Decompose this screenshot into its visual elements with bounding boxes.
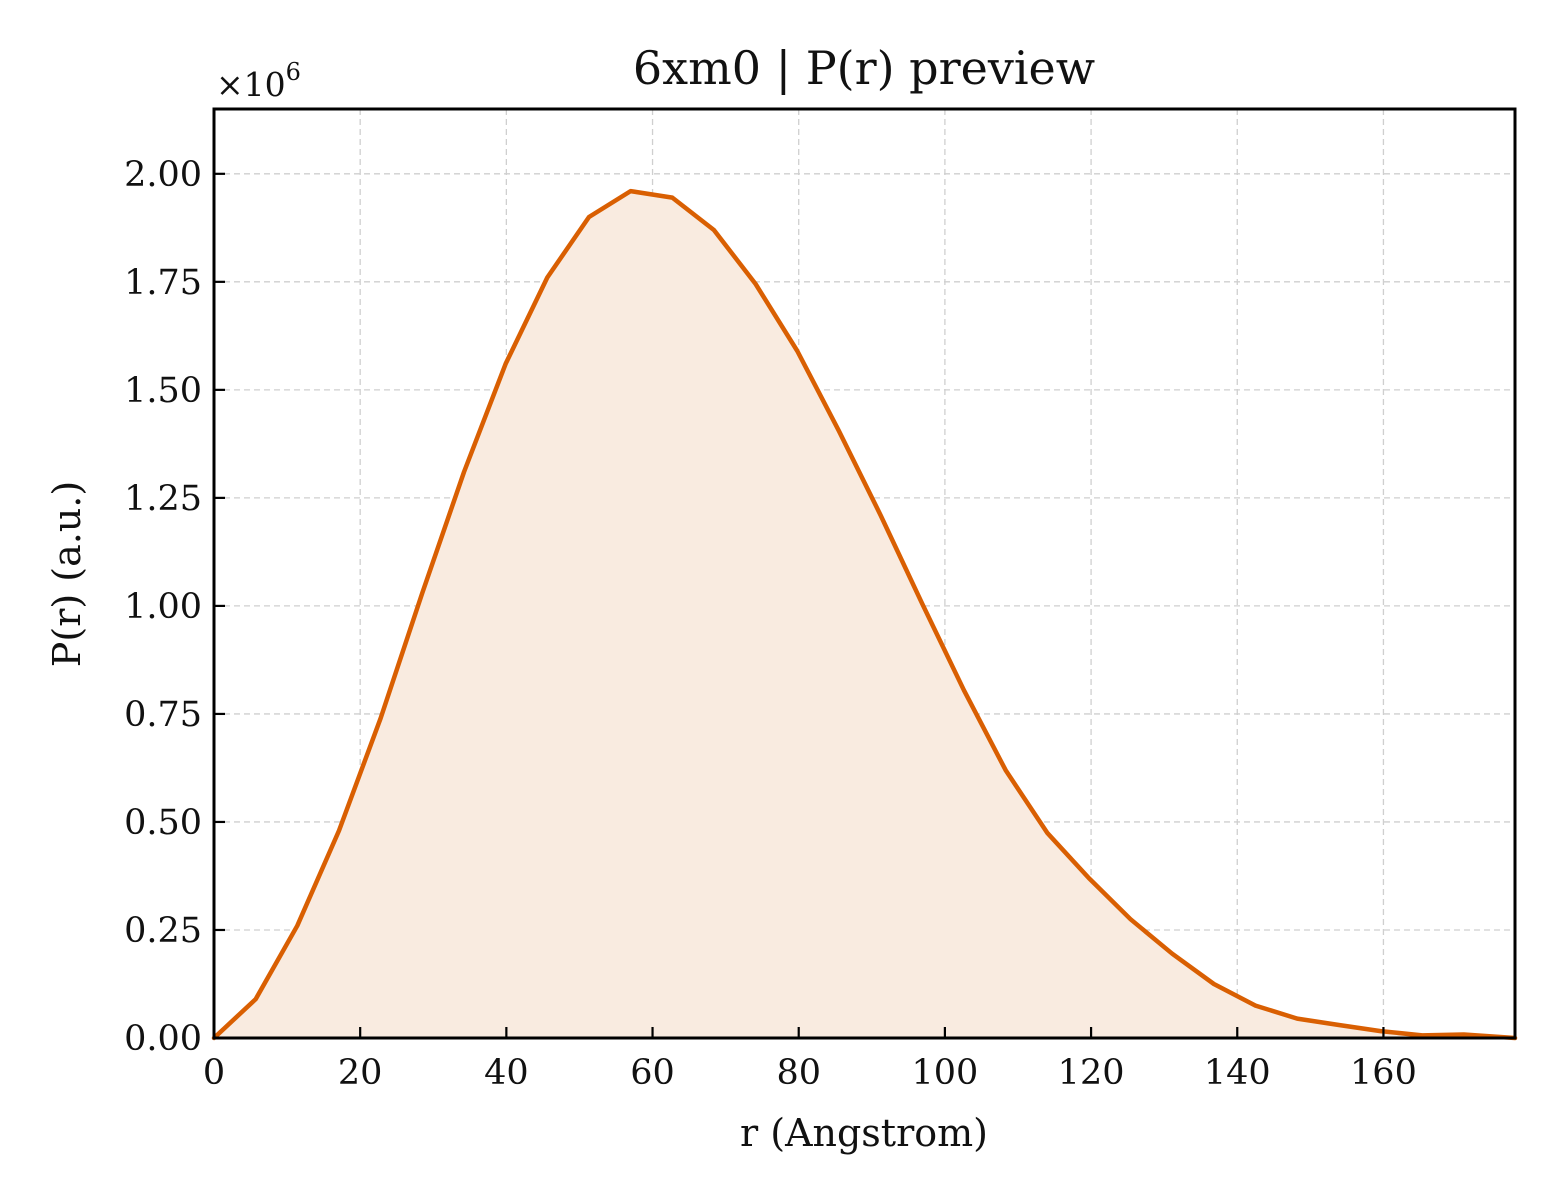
x-tick-label: 100 — [911, 1053, 978, 1093]
y-tick-label: 1.75 — [124, 263, 202, 303]
y-tick-label: 1.00 — [124, 587, 202, 627]
pr-area-fill — [214, 191, 1515, 1039]
x-tick-label: 20 — [338, 1053, 383, 1093]
y-tick-label: 1.25 — [124, 479, 202, 519]
y-axis-label: P(r) (a.u.) — [45, 481, 89, 667]
x-tick-label: 0 — [203, 1053, 225, 1093]
y-tick-label: 0.00 — [124, 1019, 202, 1059]
x-tick-label: 160 — [1350, 1053, 1417, 1093]
x-tick-label: 120 — [1058, 1053, 1125, 1093]
x-axis-label: r (Angstrom) — [740, 1111, 988, 1155]
y-multiplier-base: ×10 — [216, 65, 286, 104]
y-tick-label: 1.50 — [124, 371, 202, 411]
x-tick-label: 60 — [630, 1053, 675, 1093]
y-tick-label: 0.50 — [124, 803, 202, 843]
x-tick-label: 80 — [776, 1053, 821, 1093]
y-tick-label: 0.25 — [124, 911, 202, 951]
x-tick-label: 140 — [1204, 1053, 1271, 1093]
y-tick-label: 2.00 — [124, 155, 202, 195]
plot-frame — [212, 107, 1517, 1040]
pr-series-line — [211, 188, 1518, 1041]
y-tick-label: 0.75 — [124, 695, 202, 735]
y-multiplier-exponent: 6 — [286, 58, 301, 86]
x-tick-label: 40 — [484, 1053, 529, 1093]
chart-title: 6xm0 | P(r) preview — [633, 41, 1095, 95]
axis-ticks — [212, 172, 1385, 1040]
y-multiplier: ×106 — [216, 58, 301, 104]
